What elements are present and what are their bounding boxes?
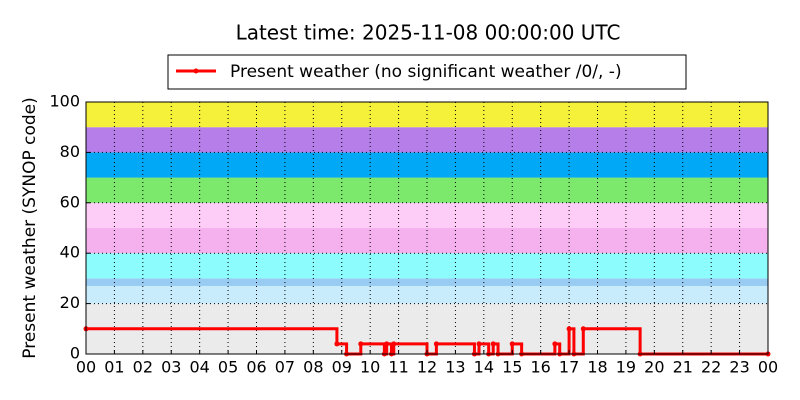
x-tick-label: 11	[388, 358, 408, 377]
point-marker	[509, 341, 515, 347]
x-tick-label: 03	[161, 358, 181, 377]
x-tick-label: 02	[133, 358, 153, 377]
point-marker	[566, 326, 572, 332]
y-tick-label: 60	[60, 192, 80, 211]
band	[86, 228, 768, 254]
y-tick-label: 100	[49, 92, 80, 111]
x-tick-label: 17	[559, 358, 579, 377]
x-tick-label: 14	[474, 358, 494, 377]
bands	[86, 102, 768, 354]
point-marker	[433, 341, 439, 347]
y-tick-label: 0	[70, 344, 80, 363]
x-tick-label: 08	[303, 358, 323, 377]
y-tick-label: 80	[60, 142, 80, 161]
x-tick-label: 19	[616, 358, 636, 377]
point-marker	[384, 341, 390, 347]
x-tick-label: 18	[587, 358, 607, 377]
x-tick-label: 16	[530, 358, 550, 377]
chart-title: Latest time: 2025-11-08 00:00:00 UTC	[236, 21, 621, 45]
x-tick-label: 06	[246, 358, 266, 377]
x-tick-label: 00	[758, 358, 778, 377]
x-tick-label: 21	[673, 358, 693, 377]
x-tick-label: 22	[701, 358, 721, 377]
point-marker	[476, 341, 482, 347]
y-tick-label: 40	[60, 243, 80, 262]
point-marker	[490, 341, 496, 347]
x-tick-label: 04	[189, 358, 209, 377]
y-tick-label: 20	[60, 293, 80, 312]
x-tick-label: 09	[332, 358, 352, 377]
band	[86, 152, 768, 178]
point-marker	[358, 341, 364, 347]
x-tick-label: 00	[76, 358, 96, 377]
legend-label: Present weather (no significant weather …	[230, 62, 622, 82]
ticks: 00 01 02 03 04 05 06 07 08 09 10 11 12 13 14 15 16 17 18 19…	[49, 92, 778, 377]
point-marker	[391, 341, 397, 347]
point-marker	[580, 326, 586, 332]
x-tick-label: 01	[104, 358, 124, 377]
band	[86, 127, 768, 153]
point-marker	[334, 341, 340, 347]
legend-box	[167, 54, 687, 90]
x-tick-label: 20	[644, 358, 664, 377]
x-tick-label: 07	[275, 358, 295, 377]
x-tick-label: 10	[360, 358, 380, 377]
legend-marker	[193, 68, 199, 74]
x-tick-label: 23	[729, 358, 749, 377]
y-axis-label: Present weather (SYNOP code)	[20, 97, 40, 358]
x-tick-label: 05	[218, 358, 238, 377]
point-marker	[552, 341, 558, 347]
x-tick-label: 13	[445, 358, 465, 377]
x-tick-label: 12	[417, 358, 437, 377]
x-tick-label: 15	[502, 358, 522, 377]
